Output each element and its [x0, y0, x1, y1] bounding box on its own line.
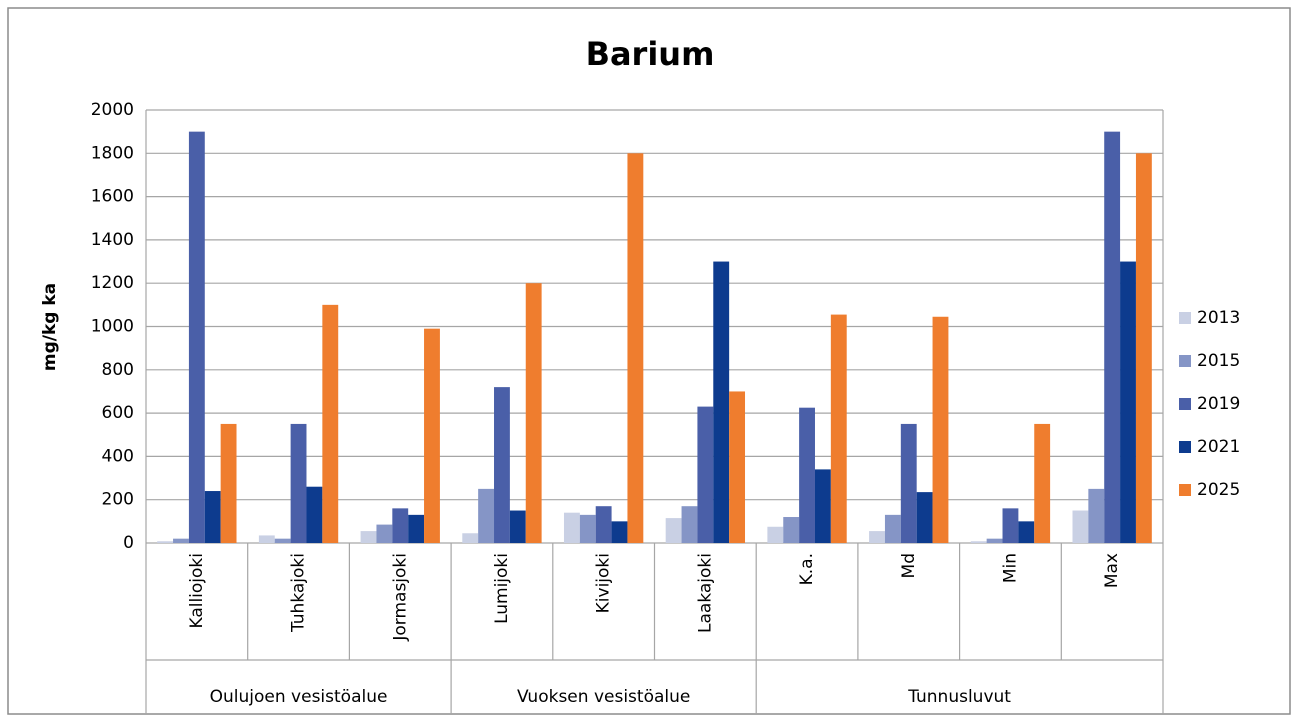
bar — [869, 531, 885, 543]
bar — [220, 423, 237, 543]
bar — [814, 469, 831, 543]
y-axis-label: mg/kg ka — [40, 283, 60, 371]
bar — [204, 491, 221, 543]
bar — [729, 391, 746, 543]
bar — [799, 407, 815, 543]
bar — [392, 508, 409, 543]
bar — [424, 328, 440, 543]
legend-swatch — [1179, 484, 1191, 496]
y-tick-label: 1400 — [91, 230, 134, 250]
bar — [713, 261, 730, 543]
bar — [1088, 488, 1105, 543]
bar — [681, 506, 698, 543]
bar — [1135, 153, 1152, 544]
legend-label: 2021 — [1197, 437, 1240, 457]
bar — [274, 538, 291, 543]
x-tick-label: Md — [899, 553, 919, 578]
bar — [970, 541, 987, 543]
bar — [900, 423, 917, 543]
bar — [1034, 423, 1051, 543]
bar — [611, 521, 628, 543]
bar — [173, 538, 189, 543]
bar — [376, 524, 393, 543]
bar — [1002, 508, 1019, 543]
bar — [916, 492, 933, 543]
y-tick-label: 0 — [123, 533, 134, 553]
y-tick-label: 1000 — [91, 317, 134, 337]
bar — [509, 510, 526, 543]
bar — [1120, 261, 1136, 543]
bar — [258, 535, 275, 543]
x-tick-label: Min — [1000, 553, 1020, 583]
bar — [360, 531, 377, 543]
bar — [579, 514, 596, 543]
x-tick-label: Kalliojoki — [187, 553, 207, 629]
legend-swatch — [1179, 312, 1191, 324]
legend-swatch — [1179, 355, 1191, 367]
y-tick-label: 800 — [102, 360, 134, 380]
bar — [627, 153, 644, 544]
group-label: Oulujoen vesistöalue — [210, 687, 388, 707]
y-tick-label: 400 — [102, 446, 134, 466]
bar — [1072, 510, 1089, 543]
bar — [697, 406, 714, 543]
bar — [932, 316, 949, 543]
legend-label: 2025 — [1197, 480, 1240, 500]
bar — [1018, 521, 1035, 543]
legend-label: 2019 — [1197, 394, 1240, 414]
bar — [830, 314, 847, 543]
bar — [462, 533, 479, 543]
group-label: Tunnusluvut — [907, 687, 1011, 707]
bar — [188, 131, 205, 543]
bar — [665, 518, 682, 543]
group-label: Vuoksen vesistöalue — [517, 687, 690, 707]
bar — [525, 283, 542, 543]
bar — [884, 514, 901, 543]
y-tick-label: 200 — [102, 490, 134, 510]
bar — [783, 517, 800, 543]
bar — [595, 506, 612, 543]
chart-frame — [7, 7, 1291, 715]
bar — [306, 486, 323, 543]
y-tick-label: 600 — [102, 403, 134, 423]
y-tick-label: 1200 — [91, 273, 134, 293]
chart-title: Barium — [586, 35, 715, 73]
y-tick-label: 1600 — [91, 187, 134, 207]
legend-label: 2015 — [1197, 351, 1240, 371]
bar — [767, 526, 784, 543]
y-tick-label: 2000 — [91, 100, 134, 120]
bar — [408, 514, 425, 543]
x-tick-label: Tuhkajoki — [289, 553, 309, 633]
bar — [478, 488, 495, 543]
x-tick-label: Max — [1102, 553, 1122, 588]
legend-swatch — [1179, 398, 1191, 410]
x-tick-label: Laakajoki — [695, 553, 715, 633]
bar — [494, 387, 510, 543]
x-tick-label: K.a. — [797, 553, 817, 585]
bar — [157, 541, 174, 543]
legend-label: 2013 — [1197, 308, 1240, 328]
bar — [1104, 131, 1121, 543]
legend-swatch — [1179, 441, 1191, 453]
bar — [986, 538, 1003, 543]
x-tick-label: Lumijoki — [492, 553, 512, 624]
y-tick-label: 1800 — [91, 143, 134, 163]
x-tick-label: Jormasjoki — [390, 553, 410, 642]
x-tick-label: Kivijoki — [594, 553, 614, 613]
bar — [322, 304, 339, 543]
bar — [290, 423, 307, 543]
bar — [563, 512, 580, 543]
